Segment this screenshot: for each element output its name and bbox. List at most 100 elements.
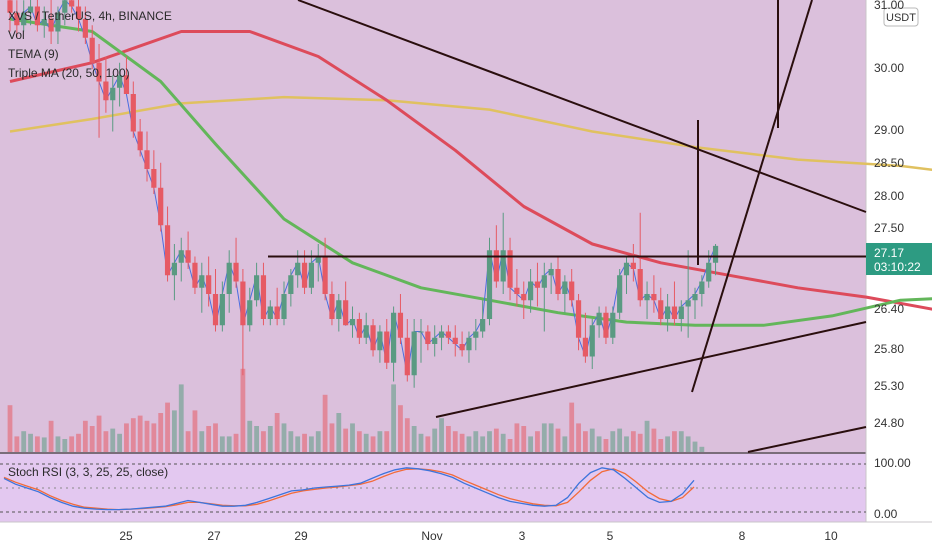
candle-body xyxy=(21,12,27,26)
candle-body xyxy=(356,319,362,338)
volume-bar xyxy=(446,426,451,452)
candle-body xyxy=(582,337,588,357)
volume-bar xyxy=(569,402,575,452)
candle-body xyxy=(349,319,356,326)
volume-bar xyxy=(288,431,294,452)
candle-body xyxy=(644,294,650,301)
volume-bar xyxy=(89,426,95,452)
volume-bar xyxy=(356,431,362,452)
volume-bar xyxy=(117,433,122,452)
candle-body xyxy=(548,269,554,276)
ma50-line xyxy=(9,30,932,311)
volume-bar xyxy=(514,423,520,452)
volume-bar xyxy=(62,439,68,452)
candle-body xyxy=(480,319,486,332)
candle-body xyxy=(192,262,198,288)
candle-body xyxy=(706,262,712,282)
time-axis-background[interactable] xyxy=(0,522,932,550)
candle-body xyxy=(158,187,164,226)
candle-body xyxy=(534,281,541,288)
candle-body xyxy=(411,331,417,376)
candle-body xyxy=(712,245,719,263)
candle-body xyxy=(596,312,602,326)
volume-bar xyxy=(535,431,540,452)
candle-body xyxy=(336,300,342,319)
volume-bar xyxy=(21,431,27,452)
candle-body xyxy=(212,294,219,326)
time-tick: 3 xyxy=(519,529,526,543)
price-tick: 26.40 xyxy=(874,302,904,316)
volume-bar xyxy=(274,413,280,452)
volume-bar xyxy=(233,433,239,452)
candle-body xyxy=(589,325,595,357)
candle-body xyxy=(623,262,630,276)
volume-bars xyxy=(7,368,705,452)
candle-body xyxy=(610,312,616,338)
volume-bar xyxy=(384,431,390,452)
candle-body xyxy=(178,250,184,263)
legend-triple-ma: Triple MA (20, 50, 100) xyxy=(8,66,130,80)
volume-bar xyxy=(500,433,506,452)
volume-bar xyxy=(144,420,150,452)
volume-bar xyxy=(322,394,328,452)
candle-body xyxy=(171,262,177,276)
last-price: 27.17 xyxy=(874,246,904,260)
volume-bar xyxy=(548,423,554,452)
volume-bar xyxy=(521,426,527,452)
candle-body xyxy=(671,306,678,319)
volume-bar xyxy=(240,368,246,452)
candle-body xyxy=(575,300,582,338)
time-tick: 25 xyxy=(119,529,133,543)
volume-bar xyxy=(315,431,321,452)
price-tick: 28.00 xyxy=(874,189,904,203)
candle-body xyxy=(123,75,130,94)
panel-separator xyxy=(0,452,866,454)
candle-body xyxy=(541,275,547,288)
legend-tema: TEMA (9) xyxy=(8,47,59,61)
candle-body xyxy=(75,6,82,19)
price-tick: 24.80 xyxy=(874,416,904,430)
volume-bar xyxy=(665,436,670,452)
volume-bar xyxy=(192,410,198,452)
volume-bar xyxy=(562,436,568,452)
time-tick: 8 xyxy=(739,529,746,543)
price-tick: 25.80 xyxy=(874,342,904,356)
candle-body xyxy=(260,275,267,319)
volume-bar xyxy=(69,436,75,452)
volume-bar xyxy=(295,436,301,452)
volume-bar xyxy=(630,431,636,452)
volume-bar xyxy=(130,418,136,452)
volume-bar xyxy=(391,384,396,452)
candle-body xyxy=(343,300,349,326)
candle-body xyxy=(247,300,253,326)
candle-body xyxy=(267,306,273,319)
candle-body xyxy=(370,325,376,351)
candle-body xyxy=(473,331,479,338)
time-tick: 5 xyxy=(607,529,614,543)
candle-body xyxy=(117,75,123,88)
candle-body xyxy=(445,331,451,338)
volume-bar xyxy=(624,436,629,452)
candle-body xyxy=(274,306,280,319)
volume-bar xyxy=(576,423,581,452)
volume-bar xyxy=(637,433,643,452)
candle-body xyxy=(69,0,75,7)
volume-bar xyxy=(466,436,472,452)
candle-body xyxy=(418,331,424,333)
volume-bar xyxy=(596,436,602,452)
volume-bar xyxy=(206,426,212,452)
candle-body xyxy=(14,12,20,26)
candle-body xyxy=(281,294,287,319)
bar-countdown: 03:10:22 xyxy=(874,260,921,274)
currency-badge[interactable] xyxy=(883,7,919,27)
volume-bar xyxy=(493,428,499,452)
candle-body xyxy=(658,300,664,319)
candle-body xyxy=(630,262,636,269)
volume-bar xyxy=(651,428,657,452)
volume-bar xyxy=(137,415,143,452)
volume-bar xyxy=(213,423,218,452)
stoch-tick: 100.00 xyxy=(874,456,911,470)
symbol-title: XVS / TetherUS, 4h, BINANCE xyxy=(8,9,172,23)
candle-body xyxy=(555,269,561,294)
